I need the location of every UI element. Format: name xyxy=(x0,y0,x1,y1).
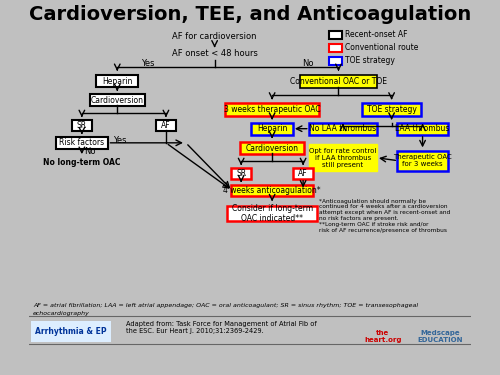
Text: *Anticoagulation should normally be
continued for 4 weeks after a cardioversion
: *Anticoagulation should normally be cont… xyxy=(318,199,450,232)
FancyBboxPatch shape xyxy=(329,31,342,39)
Text: TOE strategy: TOE strategy xyxy=(366,105,416,114)
Text: AF = atrial fibrillation; LAA = left atrial appendage; OAC = oral anticoagulant;: AF = atrial fibrillation; LAA = left atr… xyxy=(33,303,418,308)
FancyBboxPatch shape xyxy=(90,94,144,106)
FancyBboxPatch shape xyxy=(227,206,318,221)
Text: Arrhythmia & EP: Arrhythmia & EP xyxy=(35,327,106,336)
Text: Yes: Yes xyxy=(142,59,155,68)
FancyBboxPatch shape xyxy=(294,168,313,178)
FancyBboxPatch shape xyxy=(362,103,421,116)
FancyBboxPatch shape xyxy=(72,120,92,130)
Text: Yes: Yes xyxy=(112,136,126,145)
FancyBboxPatch shape xyxy=(309,123,377,135)
Text: Opt for rate control
if LAA thrombus
still present: Opt for rate control if LAA thrombus sti… xyxy=(309,148,376,168)
Text: LAA thrombus: LAA thrombus xyxy=(396,124,450,133)
Text: Cardioversion, TEE, and Anticoagulation: Cardioversion, TEE, and Anticoagulation xyxy=(29,5,471,24)
FancyBboxPatch shape xyxy=(225,103,320,116)
FancyBboxPatch shape xyxy=(398,123,448,135)
Text: Heparin: Heparin xyxy=(102,77,132,86)
Text: No LAA thrombus: No LAA thrombus xyxy=(310,124,376,133)
Text: SR: SR xyxy=(77,121,87,130)
Text: the
heart.org: the heart.org xyxy=(364,330,402,343)
Text: echocardiography: echocardiography xyxy=(33,311,90,316)
Text: Cardioversion: Cardioversion xyxy=(91,96,144,105)
Text: Adapted from: Task Force for Management of Atrial Fib of
the ESC. Eur Heart J. 2: Adapted from: Task Force for Management … xyxy=(126,321,317,334)
FancyBboxPatch shape xyxy=(329,57,342,65)
Text: Cardioversion: Cardioversion xyxy=(246,144,298,153)
FancyBboxPatch shape xyxy=(30,321,111,342)
Text: 4 weeks anticoagulation*: 4 weeks anticoagulation* xyxy=(224,186,321,195)
Text: AF for cardioversion: AF for cardioversion xyxy=(172,32,257,41)
Text: AF onset < 48 hours: AF onset < 48 hours xyxy=(172,49,258,58)
Text: No: No xyxy=(302,59,314,68)
FancyBboxPatch shape xyxy=(240,142,304,154)
Text: SR: SR xyxy=(236,169,246,178)
Text: Recent-onset AF: Recent-onset AF xyxy=(345,30,408,39)
Text: Conventional OAC or TOE: Conventional OAC or TOE xyxy=(290,77,387,86)
FancyBboxPatch shape xyxy=(96,75,138,87)
Text: Risk factors: Risk factors xyxy=(60,138,104,147)
Text: Conventional route: Conventional route xyxy=(345,44,418,52)
FancyBboxPatch shape xyxy=(300,75,377,88)
Text: No long-term OAC: No long-term OAC xyxy=(43,158,120,167)
Text: Consider if long-term
OAC indicated**: Consider if long-term OAC indicated** xyxy=(232,204,312,223)
Text: No: No xyxy=(84,147,95,156)
Text: AF: AF xyxy=(298,169,308,178)
Text: Heparin: Heparin xyxy=(257,124,288,133)
Text: 3 weeks therapeutic OAC: 3 weeks therapeutic OAC xyxy=(224,105,320,114)
FancyBboxPatch shape xyxy=(232,184,313,196)
FancyBboxPatch shape xyxy=(252,123,293,135)
Text: Therapeutic OAC
for 3 weeks: Therapeutic OAC for 3 weeks xyxy=(393,154,452,167)
FancyBboxPatch shape xyxy=(232,168,251,178)
Text: AF: AF xyxy=(161,121,170,130)
FancyBboxPatch shape xyxy=(56,137,108,149)
FancyBboxPatch shape xyxy=(156,120,176,130)
FancyBboxPatch shape xyxy=(398,151,448,171)
FancyBboxPatch shape xyxy=(309,144,377,171)
Text: TOE strategy: TOE strategy xyxy=(345,57,395,66)
FancyBboxPatch shape xyxy=(329,44,342,52)
Text: Medscape
EDUCATION: Medscape EDUCATION xyxy=(418,330,463,343)
